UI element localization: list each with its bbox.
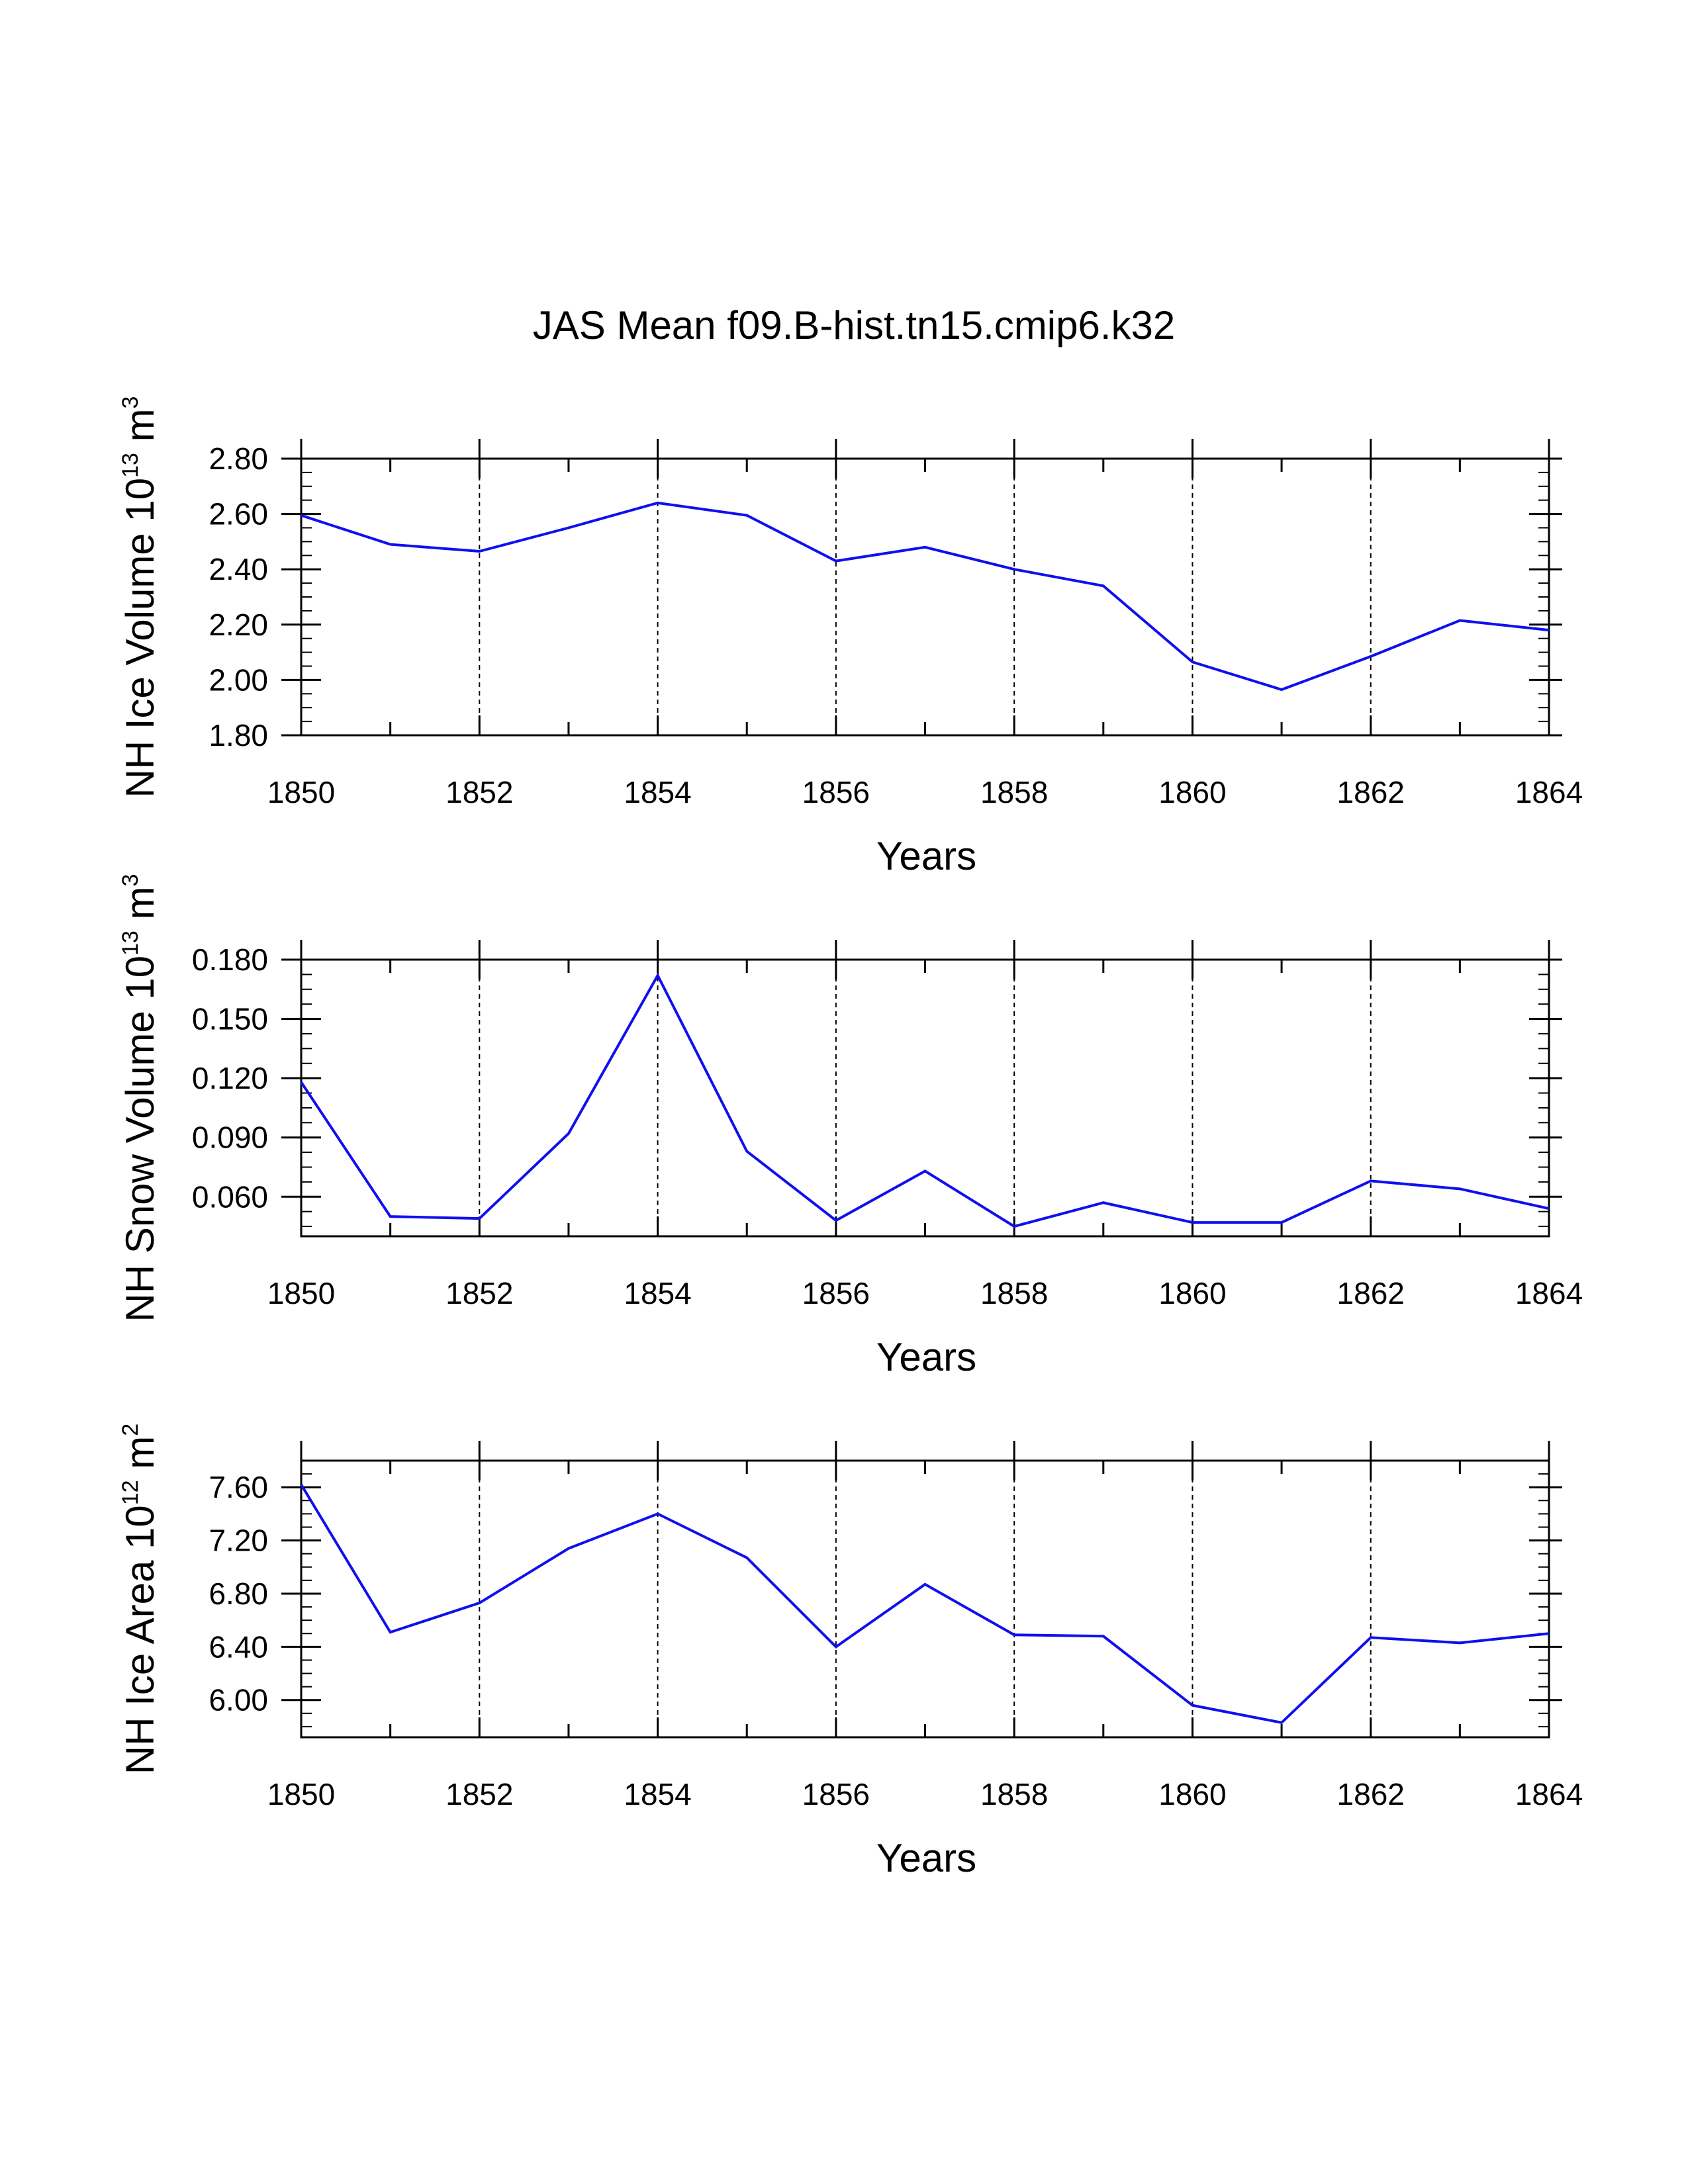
y-axis-title-unit-exponent: 2 xyxy=(118,1424,143,1436)
x-tick-label: 1854 xyxy=(624,1777,691,1811)
panel-3: 6.00 6.40 6.80 7.20 7.60 1850 1852 1854 1856 1858… xyxy=(118,1424,1583,1880)
data-point xyxy=(301,1484,302,1485)
x-tick-label: 1852 xyxy=(445,1276,513,1310)
data-point xyxy=(1192,1222,1193,1223)
x-tick-label: 1862 xyxy=(1337,1276,1405,1310)
data-point xyxy=(301,515,302,516)
data-point xyxy=(568,1133,569,1134)
x-tick-label: 1864 xyxy=(1515,1276,1583,1310)
y-axis-title-unit: m xyxy=(118,1436,162,1480)
x-tick-label: 1862 xyxy=(1337,775,1405,809)
x-tick-label: 1850 xyxy=(267,1777,335,1811)
data-point xyxy=(1192,1705,1193,1706)
x-tick-label: 1850 xyxy=(267,775,335,809)
x-tick-label: 1862 xyxy=(1337,1777,1405,1811)
y-axis-title-unit-exponent: 3 xyxy=(118,396,143,409)
data-point xyxy=(390,544,391,545)
y-tick-label: 2.60 xyxy=(209,497,268,531)
x-tick-label: 1850 xyxy=(267,1276,335,1310)
series-line xyxy=(300,1484,1550,1725)
x-tick-label: 1860 xyxy=(1158,1276,1226,1310)
y-tick-label: 6.40 xyxy=(209,1629,268,1664)
data-point xyxy=(657,502,659,504)
y-tick-label: 0.150 xyxy=(192,1002,268,1036)
x-tick-label: 1864 xyxy=(1515,1777,1583,1811)
data-point xyxy=(301,1081,302,1083)
y-axis-title-unit-exponent: 3 xyxy=(118,874,143,886)
x-tick-label: 1860 xyxy=(1158,775,1226,809)
plot-frame xyxy=(300,457,1550,737)
x-tick-label: 1852 xyxy=(445,1777,513,1811)
data-point xyxy=(1548,629,1550,631)
y-tick-label: 0.060 xyxy=(192,1179,268,1214)
data-point xyxy=(1013,569,1015,570)
x-axis-title: Years xyxy=(876,1335,976,1379)
data-point xyxy=(390,1216,391,1217)
data-point xyxy=(1370,656,1372,657)
data-point xyxy=(568,527,569,528)
y-axis-title-text: NH Ice Area 10 xyxy=(118,1505,162,1774)
x-tick-label: 1864 xyxy=(1515,775,1583,809)
y-axis-title-text: NH Ice Volume 10 xyxy=(118,478,162,798)
y-tick-label: 6.80 xyxy=(209,1576,268,1611)
y-tick-label: 7.60 xyxy=(209,1470,268,1504)
x-tick-label: 1854 xyxy=(624,1276,691,1310)
data-point xyxy=(479,1602,480,1604)
plot-frame xyxy=(300,1459,1550,1739)
y-axis-title: NH Ice Area 1012 m2 xyxy=(118,1424,162,1774)
x-tick-label: 1858 xyxy=(980,1777,1048,1811)
y-tick-label: 0.180 xyxy=(192,942,268,977)
data-point xyxy=(1013,1226,1015,1227)
x-tick-label: 1852 xyxy=(445,775,513,809)
y-tick-label: 2.80 xyxy=(209,441,268,476)
y-axis-title-exponent: 12 xyxy=(118,1480,143,1505)
y-tick-label: 0.120 xyxy=(192,1061,268,1095)
chart-panels: 1.80 2.00 2.20 2.40 2.60 2.80 1850 1852 1854 1856… xyxy=(118,396,1583,1880)
data-point xyxy=(657,975,659,976)
x-tick-label: 1858 xyxy=(980,775,1048,809)
y-axis-title-exponent: 13 xyxy=(118,453,143,478)
y-axis-title-unit: m xyxy=(118,886,162,931)
data-point xyxy=(1370,1637,1372,1638)
y-axis-title-text: NH Snow Volume 10 xyxy=(118,956,162,1322)
x-tick-label: 1856 xyxy=(802,775,870,809)
y-axis-title-unit: m xyxy=(118,408,162,453)
y-tick-label: 7.20 xyxy=(209,1524,268,1558)
x-tick-label: 1856 xyxy=(802,1777,870,1811)
y-tick-label: 0.090 xyxy=(192,1120,268,1155)
y-tick-label: 1.80 xyxy=(209,718,268,752)
panel-2: 0.060 0.090 0.120 0.150 0.180 1850 1852 1854 185… xyxy=(118,874,1583,1379)
data-point xyxy=(1548,1633,1550,1634)
data-point xyxy=(835,1220,837,1221)
y-tick-label: 2.40 xyxy=(209,552,268,586)
x-axis-title: Years xyxy=(876,834,976,878)
data-point xyxy=(390,1631,391,1633)
chart-title: JAS Mean f09.B-hist.tn15.cmip6.k32 xyxy=(533,303,1176,347)
data-point xyxy=(479,1218,480,1219)
x-tick-label: 1854 xyxy=(624,775,691,809)
x-axis-title: Years xyxy=(876,1836,976,1880)
panel-1: 1.80 2.00 2.20 2.40 2.60 2.80 1850 1852 1854 1856… xyxy=(118,396,1583,878)
data-point xyxy=(479,551,480,552)
y-axis-title: NH Snow Volume 1013 m3 xyxy=(118,874,162,1322)
y-axis-title: NH Ice Volume 1013 m3 xyxy=(118,396,162,798)
x-tick-label: 1856 xyxy=(802,1276,870,1310)
x-tick-label: 1860 xyxy=(1158,1777,1226,1811)
series-line xyxy=(300,972,1550,1228)
y-tick-label: 6.00 xyxy=(209,1683,268,1717)
y-axis-title-exponent: 13 xyxy=(118,931,143,956)
data-point xyxy=(1548,1208,1550,1209)
plot-frame xyxy=(300,958,1550,1238)
y-tick-label: 2.00 xyxy=(209,662,268,697)
y-tick-label: 2.20 xyxy=(209,608,268,642)
series-line xyxy=(301,501,1550,692)
x-tick-label: 1858 xyxy=(980,1276,1048,1310)
data-point xyxy=(568,1548,569,1549)
